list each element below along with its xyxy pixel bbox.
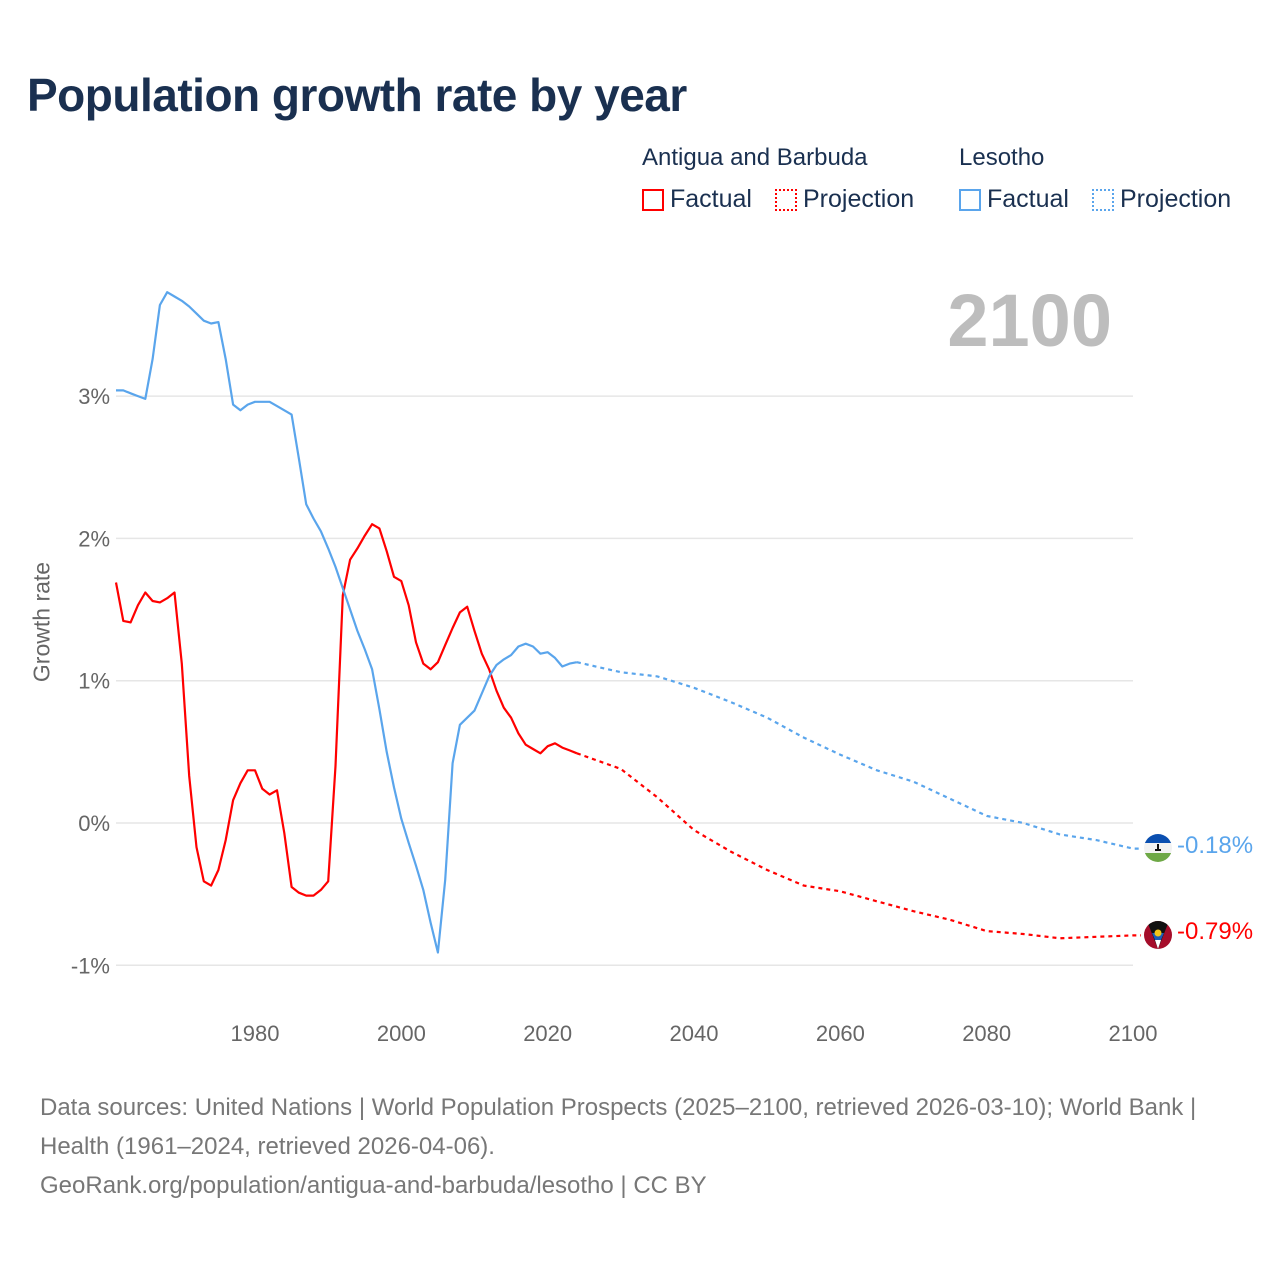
legend-group-lesotho: Lesotho (959, 144, 1045, 171)
y-tick-label: 3% (78, 384, 110, 409)
y-tick-label: -1% (71, 953, 110, 978)
antigua-factual-line (114, 523, 578, 897)
x-tick-label: 1980 (231, 1021, 280, 1046)
legend-swatch-dotted-icon (775, 188, 797, 211)
lesotho-factual-line (116, 291, 578, 954)
legend-swatch-solid-icon (642, 188, 664, 211)
y-tick-label: 2% (78, 526, 110, 551)
end-label-lesotho: -0.18% (1177, 832, 1254, 859)
legend-antigua-factual[interactable]: Factual (642, 185, 752, 214)
x-tick-label: 2040 (670, 1021, 719, 1046)
antigua-projection-line (576, 752, 1141, 940)
legend-swatch-dotted-icon (1092, 188, 1114, 211)
chart-title: Population growth rate by year (27, 69, 687, 121)
legend-label: Projection (803, 185, 915, 213)
data-sources: Data sources: United Nations | World Pop… (40, 1094, 1197, 1160)
antigua-flag-icon (1144, 921, 1172, 949)
y-tick-label: 0% (78, 811, 110, 836)
legend-group-antigua: Antigua and Barbuda (642, 144, 868, 171)
x-tick-label: 2060 (816, 1021, 865, 1046)
end-label-antigua: -0.79% (1177, 918, 1254, 945)
legend-swatch-solid-icon (959, 188, 981, 211)
legend-lesotho-factual[interactable]: Factual (959, 185, 1069, 214)
y-axis-label: Growth rate (28, 561, 55, 683)
x-tick-label: 2020 (523, 1021, 572, 1046)
legend-label: Factual (670, 185, 752, 213)
x-tick-label: 2080 (962, 1021, 1011, 1046)
y-tick-label: 1% (78, 669, 110, 694)
legend-label: Projection (1120, 185, 1232, 213)
lesotho-flag-icon (1144, 834, 1172, 862)
x-tick-label: 2100 (1109, 1021, 1158, 1046)
legend-label: Factual (987, 185, 1069, 213)
legend-antigua-projection[interactable]: Projection (775, 185, 914, 214)
source-url[interactable]: GeoRank.org/population/antigua-and-barbu… (40, 1172, 707, 1199)
x-tick-label: 2000 (377, 1021, 426, 1046)
year-indicator: 2100 (947, 279, 1112, 362)
lesotho-projection-line (576, 661, 1141, 850)
legend-lesotho-projection[interactable]: Projection (1092, 185, 1231, 214)
footer: Data sources: United Nations | World Pop… (40, 1088, 1240, 1205)
